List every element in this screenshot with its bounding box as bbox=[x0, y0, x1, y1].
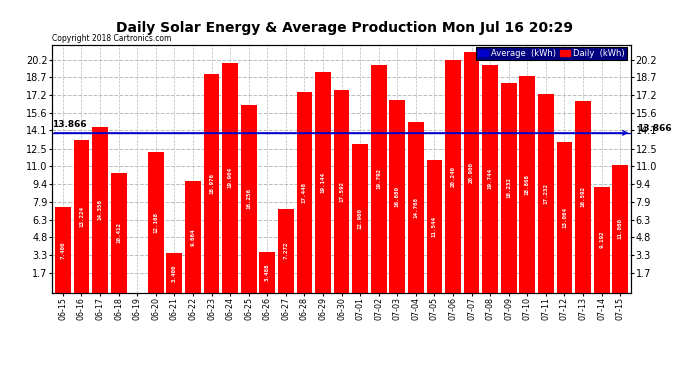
Bar bbox=[110, 172, 126, 292]
Text: 13.224: 13.224 bbox=[79, 206, 84, 227]
Bar bbox=[315, 72, 331, 292]
Bar bbox=[538, 94, 554, 292]
Text: 3.400: 3.400 bbox=[172, 264, 177, 282]
Bar bbox=[408, 123, 424, 292]
Bar bbox=[557, 142, 573, 292]
Text: 7.400: 7.400 bbox=[61, 241, 66, 259]
Bar bbox=[501, 82, 517, 292]
Text: 19.792: 19.792 bbox=[376, 168, 381, 189]
Text: 17.232: 17.232 bbox=[544, 183, 549, 204]
Text: 20.240: 20.240 bbox=[451, 165, 455, 186]
Text: 13.064: 13.064 bbox=[562, 207, 567, 228]
Bar bbox=[166, 254, 182, 292]
Bar bbox=[482, 65, 498, 292]
Text: 19.744: 19.744 bbox=[488, 168, 493, 189]
Text: 9.664: 9.664 bbox=[190, 228, 195, 246]
Bar bbox=[352, 144, 368, 292]
Bar bbox=[334, 90, 349, 292]
Bar bbox=[92, 127, 108, 292]
Bar bbox=[74, 140, 90, 292]
Bar bbox=[593, 187, 609, 292]
Text: 19.144: 19.144 bbox=[320, 172, 326, 193]
Bar bbox=[445, 60, 461, 292]
Text: 11.060: 11.060 bbox=[618, 218, 622, 239]
Bar bbox=[55, 207, 71, 292]
Text: 16.256: 16.256 bbox=[246, 188, 251, 209]
Text: 17.592: 17.592 bbox=[339, 181, 344, 202]
Bar bbox=[222, 63, 238, 292]
Text: 3.488: 3.488 bbox=[265, 264, 270, 281]
Text: 18.232: 18.232 bbox=[506, 177, 511, 198]
Bar bbox=[259, 252, 275, 292]
Text: 9.192: 9.192 bbox=[599, 231, 604, 248]
Text: 16.592: 16.592 bbox=[580, 186, 586, 207]
Text: 13.866: 13.866 bbox=[52, 120, 86, 129]
Bar bbox=[520, 76, 535, 292]
Bar bbox=[297, 92, 313, 292]
Bar bbox=[204, 74, 219, 292]
Bar bbox=[241, 105, 257, 292]
Text: 14.356: 14.356 bbox=[97, 200, 103, 220]
Legend: Average  (kWh), Daily  (kWh): Average (kWh), Daily (kWh) bbox=[475, 47, 627, 60]
Text: 16.680: 16.680 bbox=[395, 186, 400, 207]
Bar bbox=[278, 209, 294, 292]
Text: 20.900: 20.900 bbox=[469, 162, 474, 183]
Bar bbox=[371, 64, 386, 292]
Text: 18.808: 18.808 bbox=[525, 174, 530, 195]
Text: Daily Solar Energy & Average Production Mon Jul 16 20:29: Daily Solar Energy & Average Production … bbox=[117, 21, 573, 34]
Text: 12.168: 12.168 bbox=[153, 212, 158, 233]
Text: 7.272: 7.272 bbox=[284, 242, 288, 260]
Bar bbox=[575, 102, 591, 292]
Text: 10.412: 10.412 bbox=[116, 222, 121, 243]
Text: 13.866: 13.866 bbox=[637, 124, 672, 133]
Text: 11.544: 11.544 bbox=[432, 216, 437, 237]
Bar bbox=[426, 160, 442, 292]
Text: Copyright 2018 Cartronics.com: Copyright 2018 Cartronics.com bbox=[52, 33, 172, 42]
Bar bbox=[389, 100, 405, 292]
Bar bbox=[464, 52, 480, 292]
Bar bbox=[612, 165, 628, 292]
Bar bbox=[185, 181, 201, 292]
Text: 14.768: 14.768 bbox=[413, 197, 418, 218]
Text: 17.448: 17.448 bbox=[302, 182, 307, 203]
Text: 18.976: 18.976 bbox=[209, 173, 214, 194]
Text: 19.904: 19.904 bbox=[228, 167, 233, 188]
Bar bbox=[148, 152, 164, 292]
Text: 12.900: 12.900 bbox=[357, 208, 363, 229]
